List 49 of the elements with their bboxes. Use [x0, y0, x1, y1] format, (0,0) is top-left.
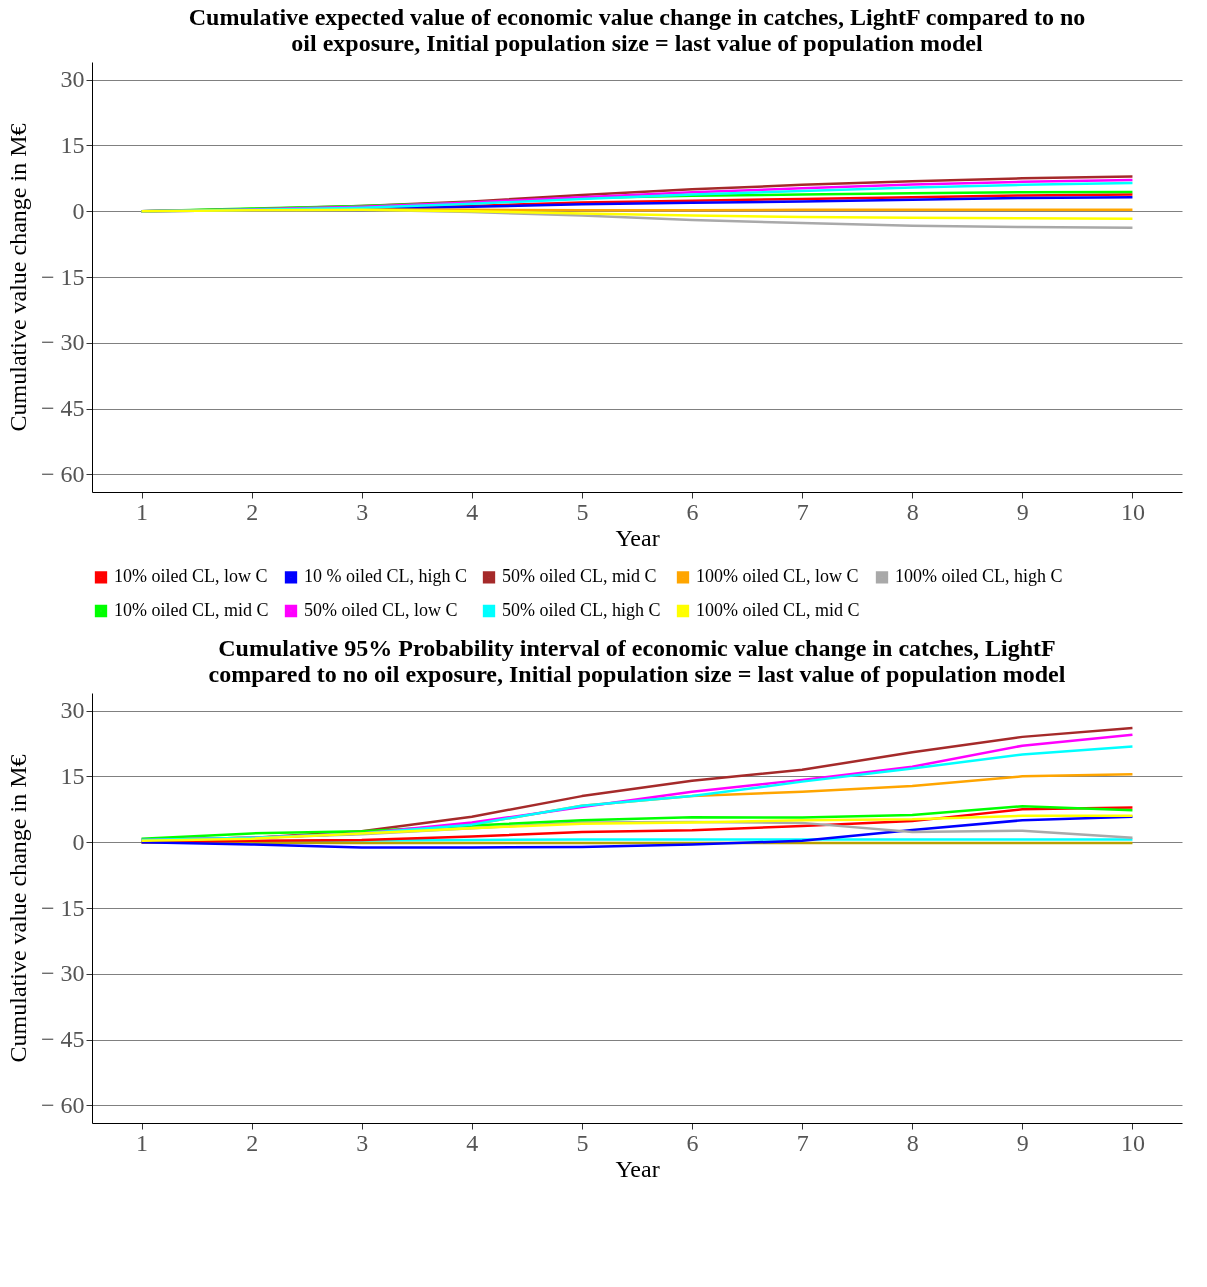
y-tick-label: − 15	[40, 894, 85, 921]
y-tick-label: − 60	[40, 1091, 85, 1118]
x-tick-label: 5	[576, 1129, 589, 1156]
x-tick-label: 7	[796, 498, 809, 525]
legend-label: 10% oiled CL, mid C	[114, 600, 269, 620]
y-tick-label: − 60	[40, 460, 85, 487]
x-tick-label: 2	[246, 498, 259, 525]
y-tick-label: − 30	[40, 960, 85, 987]
x-axis-title: Year	[615, 524, 660, 551]
legend-label: 100% oiled CL, mid C	[696, 600, 860, 620]
y-tick-label: 30	[60, 697, 85, 724]
legend-label: 50% oiled CL, low C	[304, 600, 458, 620]
x-tick-label: 7	[796, 1129, 809, 1156]
y-axis-title: Cumulative value change in M€	[4, 754, 31, 1063]
legend-label: 10% oiled CL, low C	[114, 566, 268, 587]
y-tick-label: − 45	[40, 395, 85, 422]
y-tick-label: − 15	[40, 263, 85, 290]
y-tick-label: − 45	[40, 1026, 85, 1053]
y-tick-label: − 30	[40, 329, 85, 356]
x-tick-label: 9	[1016, 498, 1029, 525]
y-tick-label: 0	[72, 828, 85, 855]
legend-label: 50% oiled CL, mid C	[502, 566, 657, 587]
x-tick-label: 4	[466, 498, 479, 525]
x-tick-label: 9	[1016, 1129, 1029, 1156]
x-tick-label: 1	[136, 498, 149, 525]
x-tick-label: 3	[356, 1129, 369, 1156]
x-tick-label: 2	[246, 1129, 259, 1156]
legend-label: 100% oiled CL, low C	[696, 566, 859, 587]
x-tick-label: 5	[576, 498, 589, 525]
x-tick-label: 8	[906, 1129, 919, 1156]
x-tick-label: 8	[906, 498, 919, 525]
x-tick-label: 1	[136, 1129, 149, 1156]
chart-title: Cumulative expected value of economic value change in catches, LightF compared to no oil exposure, Initial population size = last value of population model	[188, 4, 1086, 56]
legend-label: 10 % oiled CL, high C	[304, 566, 467, 587]
y-tick-label: 15	[60, 131, 85, 158]
x-tick-label: 3	[356, 498, 369, 525]
x-tick-label: 6	[686, 1129, 699, 1156]
y-axis-title: Cumulative value change in M€	[4, 123, 31, 432]
y-tick-label: 0	[72, 197, 85, 224]
x-tick-label: 10	[1120, 498, 1145, 525]
chart-title: Cumulative 95% Probability interval of economic value change in catches, LightF compared to no oil exposure, Initial population size = last value of population model	[208, 635, 1066, 687]
x-tick-label: 6	[686, 498, 699, 525]
legend-label: 100% oiled CL, high C	[895, 566, 1063, 587]
legend-label: 50% oiled CL, high C	[502, 600, 661, 620]
y-tick-label: 15	[60, 762, 85, 789]
x-tick-label: 10	[1120, 1129, 1145, 1156]
x-tick-label: 4	[466, 1129, 479, 1156]
y-tick-label: 30	[60, 66, 85, 93]
x-axis-title: Year	[615, 1155, 660, 1182]
